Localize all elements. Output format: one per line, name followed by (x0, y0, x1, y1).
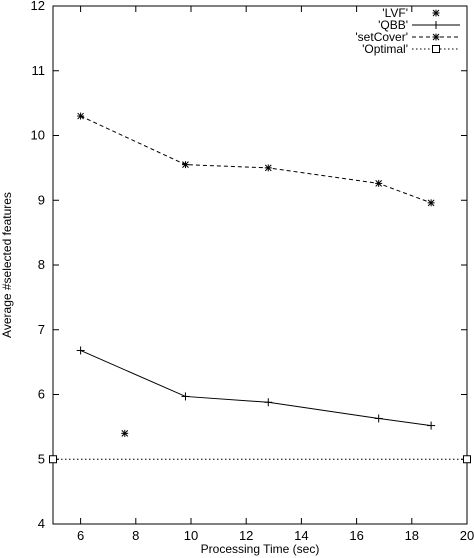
data-point (427, 199, 435, 207)
series-line (80, 115, 432, 204)
x-tick-label: 12 (239, 528, 253, 543)
data-point (76, 346, 85, 355)
x-axis-title: Processing Time (sec) (201, 542, 320, 556)
y-tick-label: 10 (31, 128, 45, 143)
legend-marker (432, 9, 440, 17)
data-point (264, 398, 273, 407)
legend-entry: 'LVF' (382, 6, 440, 20)
legend: 'LVF''QBB''setCover''Optimal' (355, 6, 460, 56)
data-point (49, 455, 57, 464)
legend-label: 'setCover' (355, 30, 408, 44)
y-tick-label: 5 (38, 451, 45, 466)
x-tick-label: 14 (294, 528, 308, 543)
series-layer (49, 112, 471, 464)
y-tick-label: 12 (31, 0, 45, 13)
x-tick-label: 10 (184, 528, 198, 543)
legend-marker (432, 33, 440, 41)
legend-marker (432, 21, 440, 29)
series-line (80, 350, 432, 427)
legend-entry: 'setCover' (355, 30, 460, 44)
plot-frame (52, 5, 468, 525)
legend-marker (432, 45, 440, 53)
x-tick-label: 18 (405, 528, 419, 543)
series-lvf (121, 429, 129, 437)
plot-border (52, 5, 468, 525)
x-tick-label: 6 (77, 528, 84, 543)
data-point (374, 414, 383, 423)
x-tick-label: 16 (349, 528, 363, 543)
y-tick-label: 8 (38, 257, 45, 272)
y-tick-label: 7 (38, 322, 45, 337)
legend-label: 'Optimal' (362, 42, 408, 56)
data-point (264, 164, 272, 172)
x-tick-label: 8 (132, 528, 139, 543)
x-tick-label: 20 (460, 528, 474, 543)
data-point (121, 429, 129, 437)
y-tick-label: 6 (38, 387, 45, 402)
series-optimal (49, 455, 471, 464)
y-axis-title: Average #selected features (0, 192, 14, 338)
legend-label: 'QBB' (378, 18, 408, 32)
data-point (375, 179, 383, 187)
legend-entry: 'QBB' (378, 18, 460, 32)
legend-entry: 'Optimal' (362, 42, 460, 56)
legend-label: 'LVF' (382, 6, 408, 20)
data-point (181, 392, 190, 401)
data-point (427, 421, 436, 430)
series-setcover (77, 112, 435, 207)
y-tick-label: 9 (38, 192, 45, 207)
axis-ticks: 6 8 10 12 14 16 18 20 4 5 6 7 8 9 10 11 12 (31, 0, 474, 543)
y-tick-label: 11 (32, 63, 46, 78)
data-point (77, 112, 85, 120)
series-qbb (76, 346, 436, 430)
data-point (463, 455, 471, 464)
y-tick-label: 4 (38, 516, 45, 531)
data-point (181, 161, 189, 169)
